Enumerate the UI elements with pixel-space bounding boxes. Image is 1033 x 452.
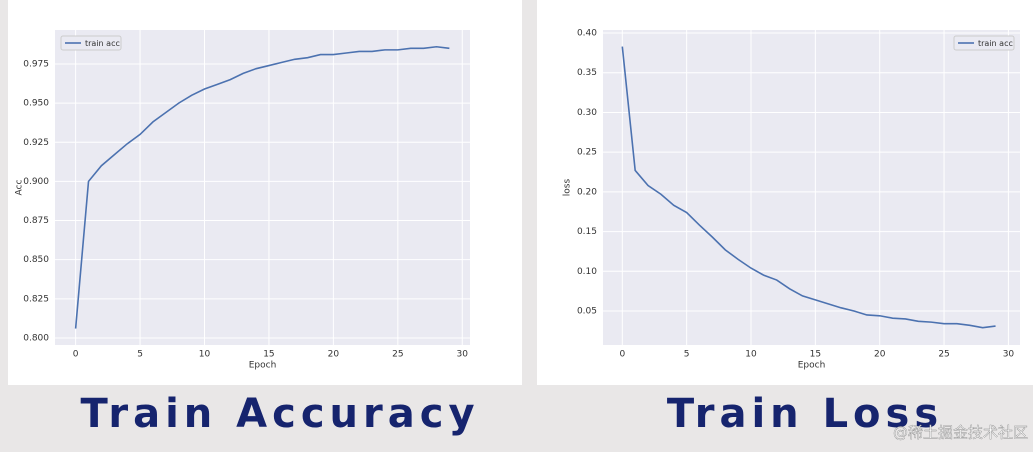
- x-tick-label: 10: [745, 350, 757, 360]
- x-tick-label: 15: [810, 350, 821, 360]
- x-axis-label: Epoch: [798, 361, 826, 371]
- x-tick-label: 20: [874, 350, 886, 360]
- line: [621, 46, 996, 329]
- x-tick-label: 25: [392, 350, 403, 360]
- y-tick-label: 0.25: [577, 148, 597, 158]
- x-axis-label: Epoch: [249, 361, 277, 371]
- y-tick-label: 0.925: [23, 138, 49, 148]
- x-tick-label: 0: [73, 350, 79, 360]
- y-tick-label: 0.40: [577, 29, 597, 39]
- legend-label: train acc: [85, 39, 120, 48]
- y-tick-label: 0.10: [577, 267, 597, 277]
- y-axis-label: loss: [563, 178, 573, 196]
- x-tick-label: 30: [1003, 350, 1015, 360]
- legend-box: [60, 35, 122, 51]
- plot-area: [55, 30, 470, 345]
- y-tick-label: 0.15: [577, 227, 597, 237]
- y-tick-label: 0.05: [577, 307, 597, 317]
- x-tick-label: 10: [199, 350, 211, 360]
- x-tick-label: 0: [619, 350, 625, 360]
- y-tick-label: 0.975: [23, 59, 49, 69]
- y-tick-label: 0.850: [23, 255, 49, 265]
- legend-label: train acc: [978, 39, 1013, 48]
- watermark: @稀土掘金技术社区: [893, 424, 1028, 442]
- x-tick-label: 20: [328, 350, 340, 360]
- x-tick-label: 5: [684, 350, 690, 360]
- x-tick-label: 30: [457, 350, 469, 360]
- y-tick-label: 0.20: [577, 187, 597, 197]
- caption: Train Loss: [667, 391, 943, 437]
- caption: Train Accuracy: [80, 391, 479, 437]
- y-tick-label: 0.35: [577, 68, 597, 78]
- y-axis-label: Acc: [15, 180, 25, 196]
- line: [74, 45, 450, 329]
- y-tick-label: 0.950: [23, 99, 49, 109]
- y-tick-label: 0.900: [23, 177, 49, 187]
- legend-box: [953, 35, 1015, 51]
- plot-area: [603, 30, 1020, 345]
- x-tick-label: 25: [938, 350, 949, 360]
- y-tick-label: 0.800: [23, 333, 49, 343]
- x-tick-label: 5: [137, 350, 143, 360]
- x-tick-label: 15: [263, 350, 274, 360]
- y-tick-label: 0.825: [23, 294, 49, 304]
- y-tick-label: 0.30: [577, 108, 597, 118]
- y-tick-label: 0.875: [23, 216, 49, 226]
